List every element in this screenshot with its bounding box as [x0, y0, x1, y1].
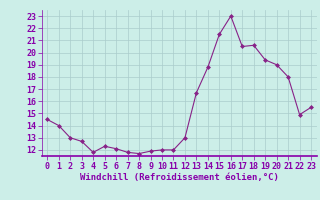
X-axis label: Windchill (Refroidissement éolien,°C): Windchill (Refroidissement éolien,°C) [80, 173, 279, 182]
